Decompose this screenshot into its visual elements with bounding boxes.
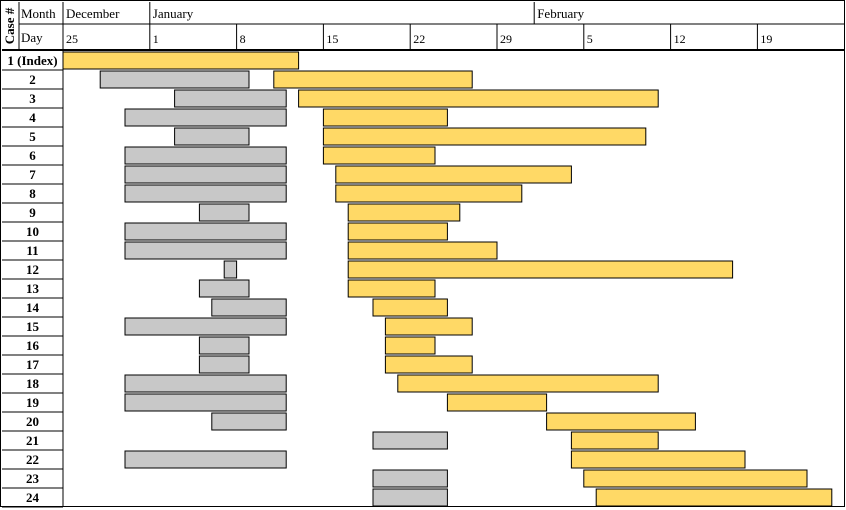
yellow-bar xyxy=(322,108,448,127)
day-tick-labels: 25 1 8 15 22 29 5 12 19 xyxy=(66,32,772,46)
yellow-bar xyxy=(335,184,523,203)
grey-bar xyxy=(174,127,250,146)
grey-bar xyxy=(211,298,287,317)
yellow-bar xyxy=(298,89,659,108)
case-label: 11 xyxy=(26,243,38,258)
bars xyxy=(62,51,833,507)
case-label: 5 xyxy=(29,129,36,144)
yellow-bar xyxy=(62,51,300,70)
yellow-bar xyxy=(583,469,808,488)
yellow-bar xyxy=(570,450,746,469)
grey-bar xyxy=(124,450,287,469)
case-label: 17 xyxy=(26,357,40,372)
day-row-label: Day xyxy=(21,30,43,45)
grey-bar xyxy=(198,336,250,355)
grey-bar xyxy=(372,488,448,507)
case-label: 13 xyxy=(26,281,40,296)
case-label: 2 xyxy=(29,72,36,87)
day-tick-label: 8 xyxy=(240,32,246,46)
case-label: 10 xyxy=(26,224,39,239)
yellow-bar xyxy=(347,260,734,279)
grey-bar xyxy=(223,260,238,279)
grey-bar xyxy=(211,412,287,431)
grey-bar xyxy=(372,469,448,488)
grey-bar xyxy=(124,184,287,203)
case-header-label: Case # xyxy=(2,7,17,44)
grey-bar xyxy=(124,241,287,260)
yellow-bar xyxy=(273,70,473,89)
case-label: 22 xyxy=(26,452,39,467)
case-label: 16 xyxy=(26,338,40,353)
case-label: 19 xyxy=(26,395,40,410)
grey-bar xyxy=(99,70,250,89)
day-tick-label: 29 xyxy=(500,32,512,46)
yellow-bar xyxy=(322,146,436,165)
day-tick-label: 22 xyxy=(413,32,425,46)
case-label: 21 xyxy=(26,433,39,448)
day-tick-label: 15 xyxy=(326,32,338,46)
case-label: 18 xyxy=(26,376,40,391)
case-label: 14 xyxy=(26,300,40,315)
month-label: February xyxy=(537,6,584,21)
grey-bar xyxy=(124,222,287,241)
yellow-bar xyxy=(335,165,572,184)
case-label: 1 (Index) xyxy=(7,53,57,68)
yellow-bar xyxy=(384,355,473,374)
case-label: 6 xyxy=(29,148,36,163)
grey-bar xyxy=(198,279,250,298)
grey-bar xyxy=(198,355,250,374)
day-tick-label: 1 xyxy=(153,32,159,46)
case-label: 9 xyxy=(29,205,36,220)
day-tick-label: 12 xyxy=(674,32,686,46)
grey-bar xyxy=(124,146,287,165)
case-label: 23 xyxy=(26,471,40,486)
day-tick-label: 19 xyxy=(760,32,772,46)
month-label: January xyxy=(153,6,194,21)
case-label: 15 xyxy=(26,319,40,334)
case-label: 12 xyxy=(26,262,39,277)
grey-bar xyxy=(124,165,287,184)
grey-bar xyxy=(124,317,287,336)
month-labels: December January February xyxy=(66,6,585,21)
case-label: 8 xyxy=(29,186,36,201)
day-tick-label: 25 xyxy=(66,32,78,46)
yellow-bar xyxy=(347,279,436,298)
grey-bar xyxy=(174,89,287,108)
grey-bar xyxy=(124,374,287,393)
yellow-bar xyxy=(322,127,647,146)
yellow-bar xyxy=(372,298,448,317)
yellow-bar xyxy=(347,203,461,222)
case-label: 3 xyxy=(29,91,36,106)
case-label: 4 xyxy=(29,110,36,125)
header-labels: Case # Month Day xyxy=(2,6,56,45)
month-label: December xyxy=(66,6,120,21)
yellow-bar xyxy=(446,393,548,412)
grey-bar xyxy=(198,203,250,222)
grey-bar xyxy=(372,431,448,450)
yellow-bar xyxy=(595,488,833,507)
case-label: 24 xyxy=(26,490,40,505)
case-labels: 1 (Index)2345678910111213141516171819202… xyxy=(7,53,57,505)
yellow-bar xyxy=(347,222,448,241)
grey-bar xyxy=(124,108,287,127)
yellow-bar xyxy=(347,241,498,260)
yellow-bar xyxy=(384,317,473,336)
case-label: 20 xyxy=(26,414,39,429)
yellow-bar xyxy=(397,374,659,393)
yellow-bar xyxy=(384,336,436,355)
grey-bar xyxy=(124,393,287,412)
month-row-label: Month xyxy=(21,6,56,21)
yellow-bar xyxy=(546,412,696,431)
case-label: 7 xyxy=(29,167,36,182)
day-tick-label: 5 xyxy=(587,32,593,46)
yellow-bar xyxy=(570,431,659,450)
